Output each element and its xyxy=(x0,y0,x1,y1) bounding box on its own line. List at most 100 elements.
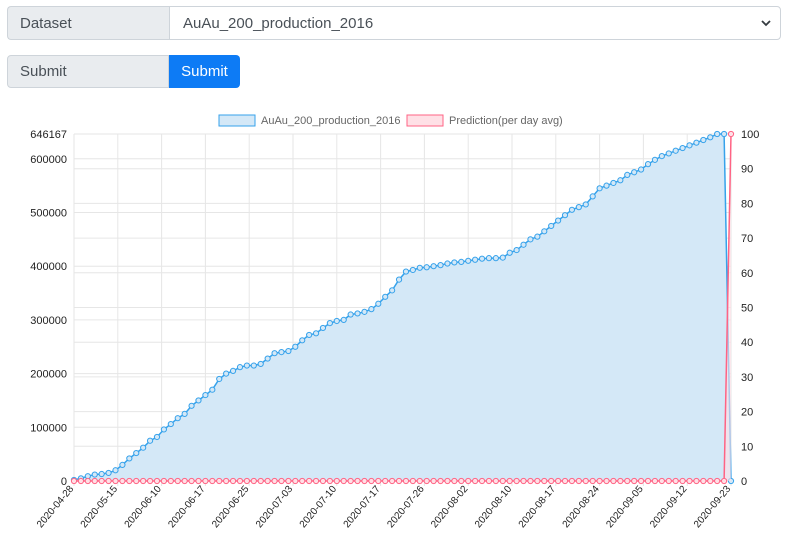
data-point xyxy=(368,306,375,313)
data-point xyxy=(395,477,403,485)
data-point xyxy=(672,147,679,154)
dataset-select[interactable]: AuAu_200_production_2016 xyxy=(169,6,781,40)
x-tick-label: 2020-08-24 xyxy=(561,484,603,531)
data-point xyxy=(561,212,569,219)
data-point xyxy=(686,477,693,485)
data-point xyxy=(409,477,416,485)
data-point xyxy=(98,477,105,485)
data-point xyxy=(478,255,486,262)
submit-row: Submit Submit xyxy=(7,55,240,88)
data-point xyxy=(133,449,140,457)
data-point xyxy=(720,130,728,138)
data-point xyxy=(271,350,278,357)
data-point xyxy=(319,324,327,332)
data-point xyxy=(382,477,389,485)
x-tick-label: 2020-07-10 xyxy=(298,484,340,531)
data-point xyxy=(651,477,659,485)
data-point xyxy=(575,477,582,485)
data-point xyxy=(264,355,271,362)
data-point xyxy=(409,266,416,274)
dataset-label: Dataset xyxy=(7,6,169,40)
data-point xyxy=(202,391,209,399)
data-point xyxy=(167,477,174,485)
data-point xyxy=(644,477,652,485)
y-right-tick-label: 10 xyxy=(741,441,753,453)
data-point xyxy=(679,144,686,152)
data-point xyxy=(312,330,320,337)
data-point xyxy=(299,477,306,485)
data-point xyxy=(285,347,292,355)
data-point xyxy=(513,477,520,485)
data-point xyxy=(568,206,576,213)
series-prediction xyxy=(70,130,735,485)
data-point xyxy=(112,477,119,485)
x-tick-label: 2020-06-17 xyxy=(166,484,208,531)
data-point xyxy=(437,262,444,269)
data-point xyxy=(257,360,264,368)
data-point xyxy=(174,415,181,422)
data-point xyxy=(146,477,154,485)
data-point xyxy=(541,228,548,235)
data-point xyxy=(582,201,589,208)
legend: AuAu_200_production_2016 Prediction(per d… xyxy=(218,114,563,127)
data-point xyxy=(458,258,465,265)
dataset-row: Dataset AuAu_200_production_2016 xyxy=(7,6,781,40)
data-point xyxy=(693,477,700,485)
data-point xyxy=(209,477,216,485)
data-point xyxy=(402,268,410,275)
data-point xyxy=(513,246,520,254)
data-point xyxy=(153,433,161,441)
data-point xyxy=(361,477,368,485)
data-point xyxy=(202,477,209,485)
data-point xyxy=(458,477,465,485)
data-point xyxy=(707,134,714,141)
data-point xyxy=(485,477,493,485)
data-point xyxy=(465,257,472,264)
data-point xyxy=(389,477,396,485)
data-point xyxy=(347,477,354,485)
data-point xyxy=(624,171,631,179)
y-right-tick-label: 60 xyxy=(741,268,753,280)
data-point xyxy=(395,276,403,283)
x-tick-label: 2020-06-10 xyxy=(123,484,165,531)
data-point xyxy=(84,477,91,485)
data-point xyxy=(153,477,161,485)
data-point xyxy=(126,477,133,485)
data-point xyxy=(319,477,327,485)
submit-button[interactable]: Submit xyxy=(169,55,240,88)
data-point xyxy=(160,477,168,485)
data-point xyxy=(368,477,375,485)
data-point xyxy=(140,477,147,485)
data-point xyxy=(119,477,126,485)
data-point xyxy=(333,317,340,325)
data-point xyxy=(167,420,174,428)
data-point xyxy=(568,477,576,485)
data-point xyxy=(174,477,181,485)
y-right-tick-label: 90 xyxy=(741,164,753,176)
x-tick-label: 2020-08-02 xyxy=(429,484,471,531)
data-point xyxy=(195,477,202,485)
data-point xyxy=(541,477,548,485)
data-point xyxy=(644,161,652,168)
data-point xyxy=(472,477,479,485)
data-point xyxy=(340,477,347,485)
data-point xyxy=(631,477,638,485)
data-point xyxy=(257,477,264,485)
data-point xyxy=(430,263,437,270)
dataset-select-value: AuAu_200_production_2016 xyxy=(183,14,374,32)
x-tick-label: 2020-09-23 xyxy=(692,484,734,531)
data-point xyxy=(306,477,313,485)
x-tick-label: 2020-09-12 xyxy=(648,484,690,531)
data-point xyxy=(520,477,527,485)
y-right-tick-label: 80 xyxy=(741,198,753,210)
data-point xyxy=(229,367,237,375)
data-point xyxy=(658,477,665,485)
data-point xyxy=(382,293,389,300)
data-point xyxy=(548,477,555,485)
data-point xyxy=(707,477,714,485)
data-point xyxy=(223,370,230,377)
data-point xyxy=(375,477,382,485)
data-point xyxy=(229,477,237,485)
data-point xyxy=(209,386,216,393)
data-point xyxy=(223,477,230,485)
